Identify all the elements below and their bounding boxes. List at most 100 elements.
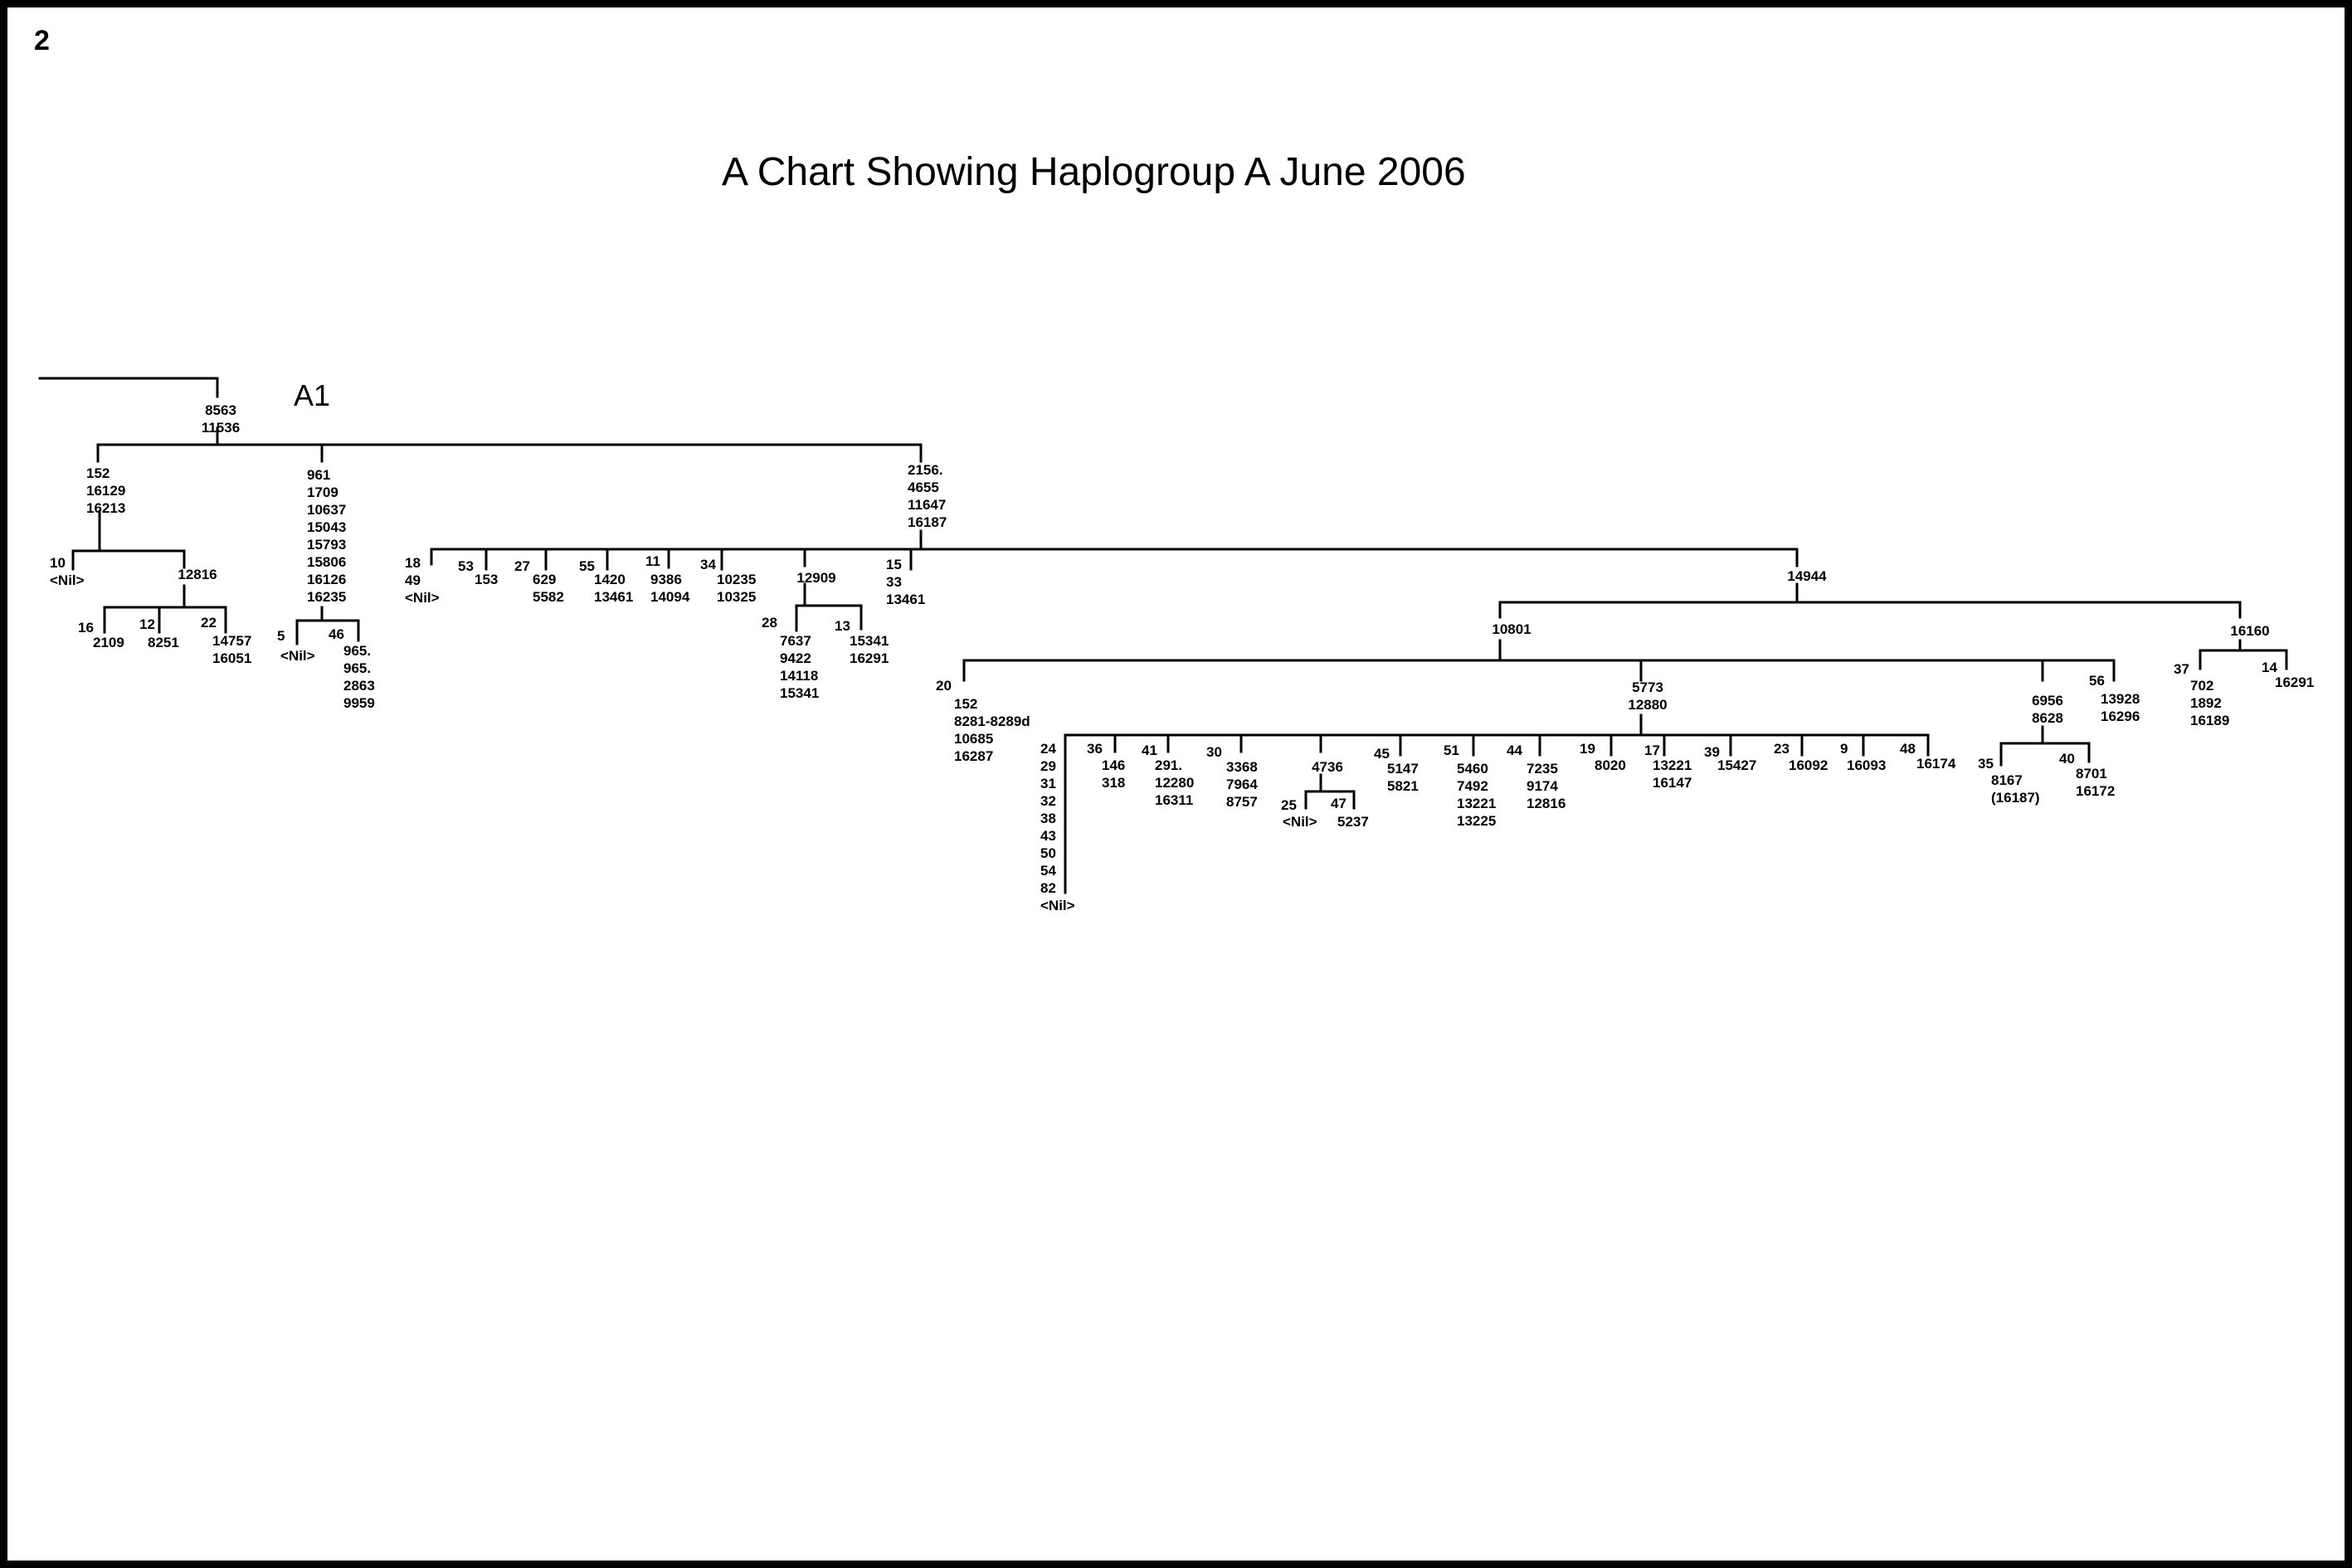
mutation-label: 53 [458,558,474,575]
mutation-line: 16092 [1789,757,1829,773]
mutation-label: 14944 [1787,567,1826,585]
mutation-line: 13221 [1457,796,1497,811]
mutation-label: 15341 16291 [850,632,889,667]
mutation-line: 15 [886,557,902,572]
mutation-line: 50 [1040,845,1056,861]
mutation-line: 13461 [886,592,926,607]
mutation-label: 961 1709 10637 15043 15793 15806 16126 16235 [307,466,346,606]
mutation-line: 39 [1704,744,1720,760]
mutation-line: 23 [1774,741,1790,757]
mutation-line: 15341 [850,633,889,649]
mutation-line: 47 [1331,796,1346,811]
mutation-line: 629 [533,572,557,587]
mutation-label: 20 [936,677,952,694]
mutation-line: 961 [307,467,331,483]
mutation-line: 17 [1644,743,1660,758]
mutation-line: 16093 [1847,757,1887,773]
mutation-line: 13221 [1653,757,1692,773]
mutation-line: 11 [645,553,660,569]
mutation-line: 8167 [1991,772,2023,788]
mutation-line: 13225 [1457,813,1497,829]
mutation-line: (16187) [1991,790,2040,806]
mutation-line: 16187 [908,514,947,530]
mutation-line: 4655 [908,480,939,495]
mutation-line: 16287 [954,748,994,764]
mutation-line: <Nil> [1040,898,1075,913]
mutation-label: 9386 14094 [650,571,689,606]
mutation-line: 29 [1040,758,1056,774]
mutation-label: <Nil> [280,647,315,665]
mutation-line: 152 [86,465,110,481]
mutation-line: 14944 [1787,568,1827,584]
mutation-line: 16051 [212,650,252,666]
mutation-line: 15341 [780,685,820,701]
mutation-line: 152 [954,696,978,712]
mutation-label: 35 [1978,755,1994,772]
mutation-line: 49 [405,572,421,588]
mutation-line: 16213 [86,500,126,516]
mutation-line: 7492 [1457,778,1488,794]
mutation-line: 35 [1978,756,1994,772]
mutation-line: 8563 [205,402,236,418]
mutation-line: 153 [475,572,499,587]
mutation-line: 30 [1206,744,1222,760]
mutation-label: 152 16129 16213 [86,465,125,517]
mutation-label: 6956 8628 [2032,692,2063,727]
mutation-label: 3368 7964 8757 [1226,758,1258,811]
mutation-line: 22 [201,615,217,631]
mutation-line: 54 [1040,863,1056,879]
mutation-line: 14118 [780,668,819,684]
mutation-line: 16235 [307,589,347,605]
mutation-line: 16291 [850,650,889,666]
mutation-line: 12280 [1155,775,1195,791]
mutation-label: 14 [2262,659,2277,676]
mutation-line: 7964 [1226,777,1258,792]
mutation-label: 9 [1840,740,1848,757]
mutation-line: 2156. [908,462,943,478]
mutation-label: 27 [514,558,530,575]
mutation-line: 16147 [1653,775,1692,791]
mutation-line: 40 [2059,751,2075,767]
mutation-line: 55 [579,558,595,574]
mutation-label: 10801 [1492,621,1531,638]
mutation-line: 5147 [1387,761,1419,777]
mutation-line: 5460 [1457,761,1488,777]
mutation-line: 2863 [343,678,375,694]
mutation-line: 146 [1102,757,1126,773]
mutation-line: 38 [1040,811,1056,826]
mutation-line: 48 [1900,741,1916,757]
mutation-line: <Nil> [50,572,85,588]
mutation-line: 10685 [954,731,994,747]
mutation-line: 7637 [780,633,811,649]
mutation-line: 12816 [178,567,217,582]
chart-title: A Chart Showing Haplogroup A June 2006 [722,150,1466,194]
mutation-line: 6956 [2032,693,2063,709]
mutation-label: 13 [835,617,850,635]
mutation-label: 44 [1507,742,1522,759]
mutation-line: 10235 [717,572,757,587]
mutation-label: 4736 [1312,758,1343,776]
mutation-line: 965. [343,660,372,676]
mutation-line: 16129 [86,483,126,499]
mutation-line: 53 [458,558,474,574]
mutation-label: 47 [1331,795,1346,812]
mutation-label: 5 [277,627,285,645]
mutation-label: 30 [1206,743,1222,761]
mutation-line: 12880 [1628,697,1668,713]
mutation-line: 965. [343,643,372,659]
mutation-line: 10801 [1492,621,1531,637]
mutation-line: 28 [762,615,777,631]
mutation-line: 13461 [594,589,634,605]
mutation-line: 18 [405,555,421,571]
mutation-line: 8757 [1226,794,1258,810]
mutation-line: 15043 [307,519,347,535]
mutation-line: 5 [277,628,285,644]
mutation-line: 2109 [93,635,124,650]
mutation-line: <Nil> [1283,814,1317,830]
mutation-label: 291. 12280 16311 [1155,757,1194,809]
mutation-label: 7637 9422 14118 15341 [780,632,819,702]
mutation-label: 14757 16051 [212,632,251,667]
mutation-label: 10235 10325 [717,571,756,606]
mutation-line: 33 [886,574,902,590]
mutation-line: 16160 [2230,623,2270,639]
